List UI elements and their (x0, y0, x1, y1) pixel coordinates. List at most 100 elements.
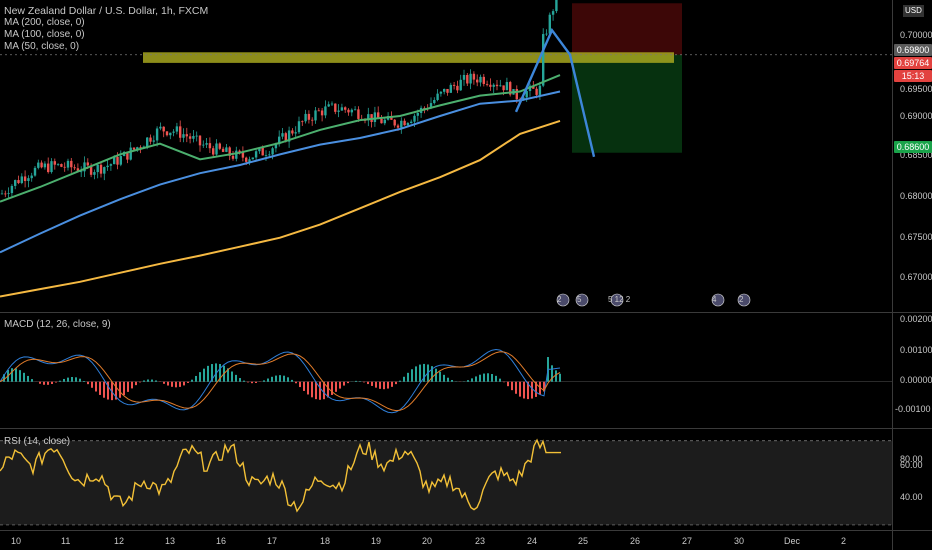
candle-body (132, 147, 136, 150)
macd-histogram-bar (315, 381, 317, 400)
candle-body (218, 143, 221, 149)
macd-histogram-bar (91, 381, 93, 388)
currency-label[interactable]: USD (903, 5, 924, 17)
x-tick: 24 (527, 536, 538, 546)
event-icon[interactable]: 5 (577, 295, 582, 304)
candle-body (221, 148, 225, 152)
macd-histogram-bar (511, 381, 513, 391)
candle-body (452, 84, 456, 86)
stop-loss-zone (572, 3, 682, 55)
macd-histogram-bar (515, 381, 517, 394)
candle-body (119, 156, 122, 165)
candle-body (373, 112, 377, 123)
macd-histogram-bar (31, 379, 33, 382)
candle-body (172, 131, 175, 133)
candle-body (462, 74, 466, 80)
candle-body (96, 164, 99, 173)
macd-histogram-bar (43, 381, 45, 385)
event-icon[interactable]: 5 12 2 (608, 295, 631, 304)
macd-histogram-bar (503, 381, 505, 383)
macd-histogram-bar (131, 381, 133, 389)
candle-body (525, 91, 528, 98)
candle-body (271, 148, 274, 155)
legend-ma200[interactable]: MA (200, close, 0) (4, 17, 85, 28)
candle-body (433, 99, 436, 104)
legend-ma50[interactable]: MA (50, close, 0) (4, 41, 80, 52)
macd-histogram-bar (119, 381, 121, 398)
candle-body (416, 112, 419, 116)
candle-body (291, 130, 294, 134)
candle-body (340, 107, 344, 111)
candle-body (109, 164, 113, 166)
candle-body (60, 164, 63, 167)
macd-histogram-bar (87, 381, 89, 385)
macd-title: MACD (12, 26, close, 9) (4, 319, 111, 330)
macd-histogram-bar (363, 381, 365, 383)
macd-histogram-bar (127, 381, 129, 392)
x-tick: 11 (61, 536, 71, 546)
rsi-title: RSI (14, close) (4, 436, 71, 447)
candle-body (205, 143, 208, 145)
macd-histogram-bar (95, 381, 97, 392)
price-pane[interactable] (0, 0, 892, 307)
macd-histogram-bar (343, 381, 345, 386)
candle-body (344, 107, 347, 110)
macd-histogram-bar (443, 374, 445, 382)
macd-histogram-bar (207, 365, 209, 382)
event-icon[interactable]: 2 (557, 295, 562, 304)
candle-body (17, 180, 20, 184)
legend-ma100[interactable]: MA (100, close, 0) (4, 29, 85, 40)
rsi-pane[interactable] (0, 438, 892, 526)
macd-y-tick: -0.00100 (895, 404, 931, 414)
macd-histogram-bar (519, 381, 521, 397)
macd-histogram-bar (179, 381, 181, 387)
y-tick: 0.70000 (900, 30, 932, 40)
candle-body (499, 85, 502, 87)
candle-body (20, 176, 23, 184)
macd-histogram-bar (15, 368, 17, 382)
price-label-target: 0.68600 (894, 141, 932, 153)
macd-pane[interactable] (0, 348, 892, 414)
candle-body (155, 128, 159, 141)
candle-body (377, 112, 380, 119)
macd-histogram-bar (471, 378, 473, 382)
event-icon[interactable]: 2 (739, 295, 744, 304)
macd-histogram-bar (107, 381, 109, 400)
macd-histogram-bar (11, 368, 13, 382)
candle-body (439, 91, 443, 94)
candle-body (505, 82, 509, 91)
x-tick: 23 (475, 536, 486, 546)
macd-histogram-bar (235, 374, 237, 382)
macd-histogram-bar (491, 374, 493, 382)
rsi-line (0, 438, 561, 513)
macd-histogram-bar (335, 381, 337, 392)
candle-body (248, 159, 251, 162)
candle-body (175, 126, 179, 132)
candle-body (268, 154, 271, 156)
macd-histogram-bar (535, 381, 537, 397)
macd-histogram-bar (419, 364, 421, 382)
macd-histogram-bar (475, 376, 477, 382)
y-tick: 0.67500 (900, 232, 932, 242)
macd-histogram-bar (391, 381, 393, 387)
macd-histogram-bar (79, 378, 81, 382)
countdown-label: 15:13 (894, 70, 932, 82)
macd-histogram-bar (383, 381, 385, 390)
x-tick: 16 (216, 536, 227, 546)
candle-body (456, 85, 459, 91)
candle-body (400, 120, 403, 128)
candle-body (492, 84, 495, 87)
macd-histogram-bar (339, 381, 341, 389)
candle-body (47, 163, 50, 173)
x-tick: 30 (734, 536, 745, 546)
candle-body (56, 164, 60, 165)
x-tick: 17 (267, 536, 278, 546)
event-icon[interactable]: 4 (712, 295, 717, 304)
macd-histogram-bar (287, 377, 289, 382)
candle-body (476, 79, 479, 83)
macd-histogram-bar (307, 381, 309, 395)
candle-body (396, 125, 400, 128)
macd-histogram-bar (327, 381, 329, 398)
candle-body (0, 193, 4, 195)
